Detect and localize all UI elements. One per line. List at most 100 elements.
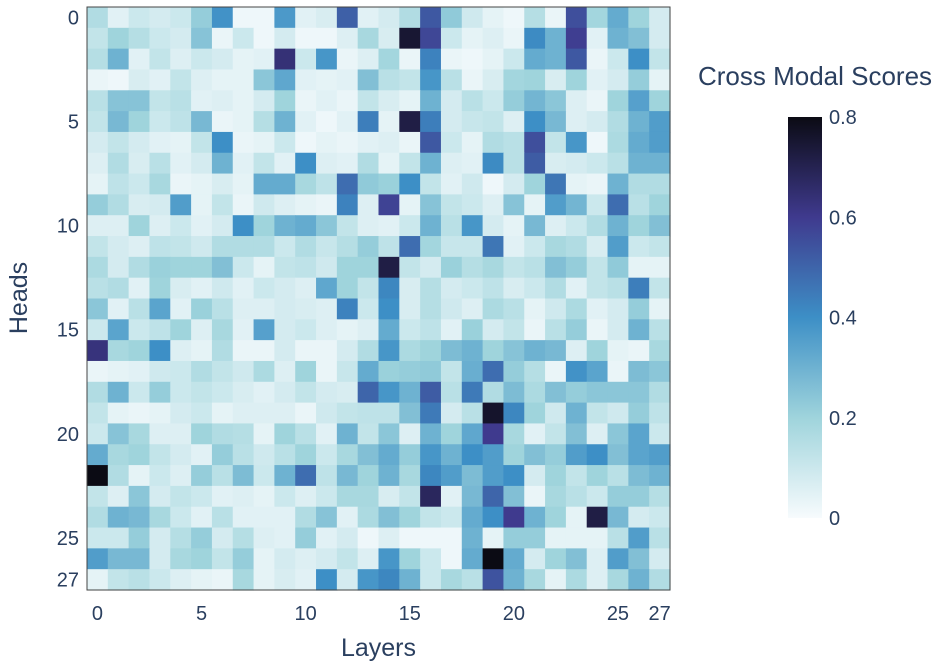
- heatmap-cell: [128, 152, 151, 175]
- heatmap-cell: [440, 381, 463, 404]
- heatmap-cell: [253, 360, 275, 383]
- heatmap-cell: [87, 381, 109, 404]
- x-axis-ticks: 0 5 10 15 20 25 27: [92, 603, 671, 625]
- heatmap-cell: [586, 381, 609, 404]
- heatmap-cell: [378, 381, 400, 404]
- colorbar-tick-label: 0: [829, 508, 840, 530]
- heatmap-cell: [211, 527, 234, 549]
- heatmap-cell: [232, 69, 255, 91]
- heatmap-cell: [586, 527, 609, 549]
- heatmap-cell: [461, 444, 484, 466]
- heatmap-cell: [586, 298, 609, 320]
- heatmap-cell: [232, 402, 255, 425]
- heatmap-cell: [87, 485, 109, 508]
- heatmap-cell: [107, 194, 130, 216]
- heatmap-cell: [107, 277, 130, 300]
- heatmap-cell: [440, 215, 463, 237]
- heatmap-cell: [565, 444, 588, 466]
- heatmap-cell: [607, 236, 629, 258]
- heatmap-cell: [503, 152, 525, 175]
- heatmap-cell: [420, 506, 442, 529]
- heatmap-cell: [316, 423, 338, 445]
- heatmap-cell: [649, 277, 671, 300]
- heatmap-cell: [440, 485, 463, 508]
- heatmap-cell: [191, 319, 213, 341]
- heatmap-cell: [628, 381, 650, 404]
- heatmap-cell: [295, 548, 317, 570]
- heatmap-cell: [295, 569, 317, 591]
- heatmap-cell: [232, 277, 255, 300]
- heatmap-cell: [191, 277, 213, 300]
- heatmap-cell: [607, 569, 629, 591]
- heatmap-cell: [211, 298, 234, 320]
- heatmap-cell: [482, 277, 505, 300]
- heatmap-cell: [149, 527, 171, 549]
- heatmap-cell: [149, 90, 171, 112]
- heatmap-cell: [87, 527, 109, 549]
- heatmap-cell: [274, 444, 296, 466]
- heatmap-cell: [524, 277, 546, 300]
- heatmap-cell: [274, 506, 296, 529]
- heatmap-cell: [170, 506, 192, 529]
- heatmap-cell: [128, 402, 151, 425]
- heatmap-cell: [128, 319, 151, 341]
- heatmap-cell: [232, 194, 255, 216]
- heatmap-cell: [399, 48, 421, 71]
- heatmap-cell: [378, 111, 400, 133]
- heatmap-cell: [503, 360, 525, 383]
- heatmap-cell: [336, 7, 359, 29]
- heatmap-cell: [87, 194, 109, 216]
- heatmap-cell: [482, 111, 505, 133]
- heatmap-cell: [586, 27, 609, 50]
- heatmap-cell: [378, 444, 400, 466]
- heatmap-cell: [107, 215, 130, 237]
- heatmap-cell: [295, 465, 317, 487]
- heatmap-cell: [482, 131, 505, 154]
- heatmap-cell: [524, 423, 546, 445]
- heatmap-cell: [586, 90, 609, 112]
- heatmap-cell: [482, 360, 505, 383]
- heatmap-cell: [149, 152, 171, 175]
- heatmap-cell: [191, 131, 213, 154]
- heatmap-cell: [649, 527, 671, 549]
- heatmap-cell: [191, 569, 213, 591]
- heatmap-cell: [191, 360, 213, 383]
- heatmap-cell: [295, 506, 317, 529]
- heatmap-cell: [211, 111, 234, 133]
- heatmap-cell: [191, 256, 213, 279]
- heatmap-cell: [503, 548, 525, 570]
- heatmap-cell: [87, 506, 109, 529]
- heatmap-cell: [545, 360, 567, 383]
- heatmap-cell: [461, 48, 484, 71]
- heatmap-cell: [545, 111, 567, 133]
- heatmap-cell: [461, 465, 484, 487]
- heatmap-cell: [253, 7, 275, 29]
- heatmap-cell: [420, 48, 442, 71]
- heatmap-cell: [295, 131, 317, 154]
- heatmap-cell: [461, 111, 484, 133]
- heatmap-cell: [420, 277, 442, 300]
- heatmap-cell: [170, 298, 192, 320]
- heatmap-cell: [503, 27, 525, 50]
- heatmap-cell: [628, 27, 650, 50]
- heatmap-cell: [191, 402, 213, 425]
- heatmap-cell: [440, 465, 463, 487]
- heatmap-cell: [607, 381, 629, 404]
- heatmap-cell: [399, 381, 421, 404]
- heatmap-cell: [107, 69, 130, 91]
- heatmap-cell: [482, 48, 505, 71]
- heatmap-cell: [482, 444, 505, 466]
- heatmap-cell: [399, 256, 421, 279]
- heatmap-cell: [440, 569, 463, 591]
- heatmap-cell: [649, 236, 671, 258]
- heatmap-cell: [336, 506, 359, 529]
- heatmap-cell: [191, 7, 213, 29]
- heatmap-cell: [482, 381, 505, 404]
- heatmap-cell: [482, 527, 505, 549]
- heatmap-cell: [211, 444, 234, 466]
- heatmap-cell: [399, 340, 421, 362]
- heatmap-cell: [316, 69, 338, 91]
- heatmap-cell: [336, 194, 359, 216]
- heatmap-cell: [628, 48, 650, 71]
